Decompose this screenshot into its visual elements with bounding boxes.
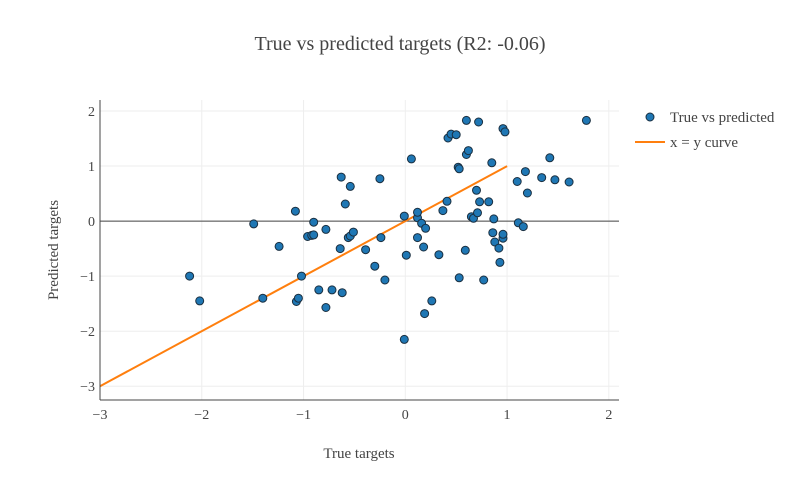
data-point [293,293,303,303]
data-point [361,245,371,255]
data-point [413,207,422,217]
y-tick-label: −2 [80,325,95,340]
data-point [370,261,380,271]
data-point [518,222,528,232]
data-point [399,334,409,344]
data-point [451,130,461,140]
data-point [434,250,444,260]
data-point [489,214,499,224]
data-point [427,296,437,306]
x-tick-label: −1 [296,408,311,423]
data-point [309,230,319,240]
data-point [195,296,205,306]
data-point [348,227,358,237]
data-point [512,177,522,186]
data-point [401,250,411,260]
data-point [419,242,429,252]
data-point [376,233,386,243]
data-point [454,164,464,174]
x-tick-label: 0 [402,408,409,423]
grid [99,100,619,400]
data-point [420,309,430,319]
data-point [463,146,473,156]
data-point [336,172,346,182]
x-tick-labels: −3 −2 −1 0 1 2 [93,408,613,423]
data-point [309,217,319,227]
y-tick-labels: −3 −2 −1 0 1 2 [80,105,95,395]
data-point [454,273,464,283]
legend-label: x = y curve [670,135,738,151]
data-point [564,177,574,187]
legend-label: True vs predicted [670,110,775,126]
x-tick-label: −2 [194,408,209,423]
data-point [474,117,484,127]
data-point [460,245,470,255]
data-point [581,115,591,125]
data-point [413,233,422,243]
data-point [494,243,504,253]
data-point [327,285,337,295]
data-point [495,257,505,267]
data-point [258,293,268,303]
data-point [522,188,532,198]
data-point [335,244,345,254]
y-tick-label: 2 [88,105,95,120]
data-point [185,271,195,281]
legend: True vs predicted x = y curve [635,110,775,151]
data-point [438,206,448,216]
y-axis-label: Predicted targets [46,200,62,300]
data-point [545,153,555,163]
x-tick-label: 2 [605,408,612,423]
data-point [479,275,489,285]
x-tick-label: −3 [93,408,108,423]
data-point [249,219,259,229]
y-tick-label: −3 [80,380,95,395]
data-point [475,197,485,207]
axes [99,100,619,401]
data-point [337,288,347,298]
data-point [537,173,547,183]
data-point [484,197,494,207]
data-point [472,185,481,195]
data-point [290,206,300,216]
data-point [473,208,482,218]
y-tick-label: −1 [80,270,95,285]
data-point [399,211,409,221]
data-point [488,228,498,238]
data-point [500,127,510,137]
data-point [345,181,355,191]
chart-title: True vs predicted targets (R2: -0.06) [254,33,545,55]
data-point [461,115,471,125]
data-point [421,223,431,233]
data-point [380,275,390,285]
data-point [340,199,350,209]
data-point [321,303,331,312]
data-point [297,271,306,281]
y-tick-label: 0 [88,215,95,230]
y-tick-label: 1 [88,160,95,175]
data-point [490,237,500,247]
legend-marker-swatch [645,112,655,122]
data-point [550,175,560,185]
data-point [487,158,497,168]
data-point [520,167,530,177]
data-point [498,229,508,239]
x-tick-label: 1 [504,408,511,423]
data-point [442,196,452,206]
data-point [321,224,331,234]
data-point [375,174,385,184]
data-point [406,154,416,164]
x-axis-label: True targets [323,446,394,462]
data-point [314,285,324,295]
markers [185,115,591,344]
data-point [274,241,284,251]
